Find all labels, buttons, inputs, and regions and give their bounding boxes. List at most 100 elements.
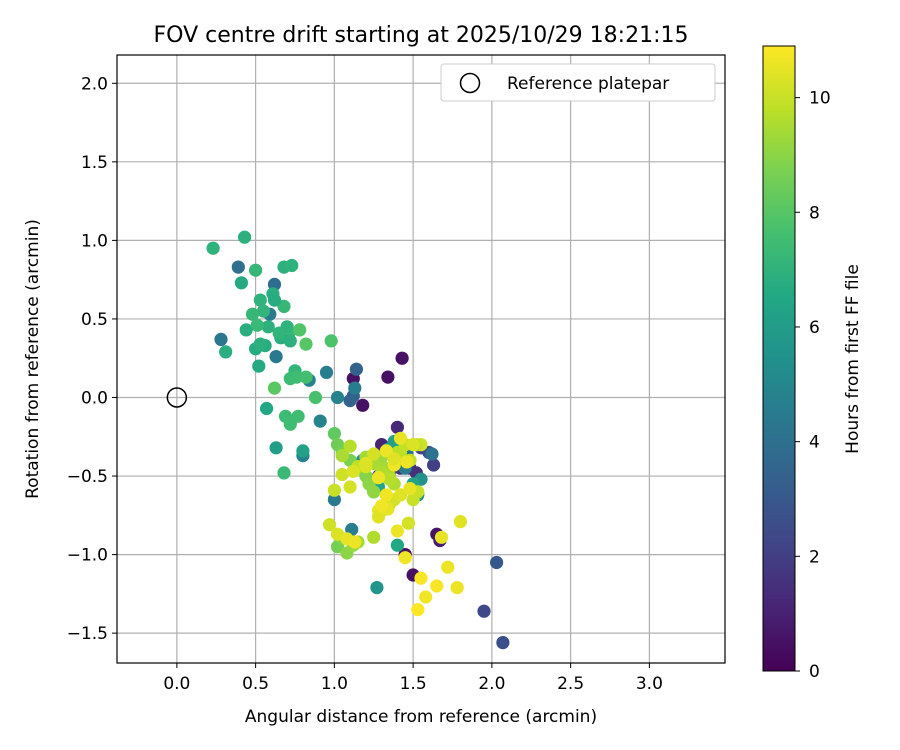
y-tick-label: 1.5 — [81, 153, 108, 173]
x-tick-label: 2.0 — [478, 674, 505, 694]
y-tick-label: 0.0 — [81, 388, 108, 408]
scatter-point — [393, 431, 408, 445]
scatter-point — [249, 263, 263, 277]
scatter-point — [406, 493, 420, 507]
scatter-point — [324, 334, 338, 348]
colorbar: 0 2 4 6 8 10 Hours from first FF file — [762, 45, 863, 682]
scatter-point — [256, 304, 271, 318]
scatter-point — [367, 447, 381, 461]
scatter-point — [427, 458, 441, 472]
colorbar-tick-label: 4 — [809, 433, 820, 453]
scatter-point — [425, 447, 439, 461]
scatter-point — [379, 488, 393, 502]
y-tick-label: 2.0 — [81, 74, 108, 94]
scatter-point — [371, 471, 386, 485]
scatter-point — [252, 359, 266, 373]
scatter-point — [253, 337, 267, 351]
scatter-point — [419, 590, 433, 604]
scatter-point — [238, 230, 252, 244]
scatter-point — [359, 460, 373, 474]
scatter-point — [430, 579, 444, 593]
scatter-point — [490, 555, 504, 570]
x-tick-label: 1.0 — [321, 674, 348, 694]
y-axis-label: Rotation from reference (arcmin) — [23, 219, 43, 499]
scatter-point — [269, 441, 283, 455]
scatter-point — [406, 438, 420, 452]
colorbar-gradient — [763, 46, 795, 671]
colorbar-ticks: 0 2 4 6 8 10 — [795, 89, 831, 682]
scatter-point — [261, 320, 275, 334]
scatter-point — [398, 551, 412, 565]
scatter-point — [348, 535, 362, 549]
scatter-point — [411, 603, 425, 617]
scatter-point — [414, 571, 428, 585]
scatter-point — [234, 276, 248, 290]
scatter-point — [343, 480, 357, 494]
chart-title: FOV centre drift starting at 2025/10/29 … — [154, 23, 689, 48]
data-points — [166, 230, 510, 650]
y-tick-label: −0.5 — [67, 467, 108, 487]
scatter-point — [239, 323, 253, 337]
legend-box — [440, 63, 716, 102]
scatter-point — [327, 427, 341, 441]
colorbar-tick-label: 0 — [809, 662, 820, 682]
scatter-point — [441, 560, 455, 574]
scatter-point — [267, 381, 282, 395]
scatter-point — [250, 318, 264, 332]
reference-platepar-marker — [166, 387, 188, 408]
scatter-point — [260, 401, 274, 416]
legend-marker — [459, 72, 481, 94]
scatter-point — [370, 581, 384, 595]
scatter-point — [299, 370, 313, 384]
scatter-point — [283, 417, 297, 431]
scatter-point — [323, 518, 337, 532]
y-tick-label: −1.5 — [67, 624, 108, 644]
scatter-point — [434, 530, 449, 544]
scatter-point — [290, 370, 304, 384]
grid-lines — [117, 55, 725, 663]
scatter-point — [308, 390, 323, 405]
colorbar-tick-label: 2 — [809, 547, 820, 567]
scatter-point — [390, 420, 404, 434]
scatter-point — [453, 515, 467, 529]
scatter-point — [269, 350, 283, 364]
scatter-point — [349, 362, 363, 376]
scatter-point — [299, 337, 313, 351]
scatter-point — [245, 307, 260, 321]
scatter-point — [335, 449, 349, 463]
scatter-point — [327, 493, 341, 507]
legend: Reference platepar — [440, 63, 716, 102]
scatter-point — [403, 482, 417, 496]
scatter-point — [272, 326, 286, 340]
scatter-point — [335, 467, 349, 482]
scatter-point — [214, 332, 228, 346]
scatter-point — [343, 394, 357, 408]
scatter-point — [496, 636, 510, 650]
scatter-point — [313, 414, 327, 428]
scatter-point — [285, 258, 299, 273]
scatter-point — [371, 510, 386, 524]
colorbar-frame — [762, 45, 796, 672]
scatter-point — [253, 293, 267, 307]
x-axis: 0.0 0.5 1.0 1.5 2.0 2.5 3.0 — [163, 663, 663, 694]
scatter-point — [327, 483, 341, 497]
colorbar-tick-label: 8 — [809, 203, 820, 223]
y-tick-label: −1.0 — [67, 546, 108, 566]
scatter-point — [367, 485, 381, 499]
y-tick-label: 0.5 — [81, 310, 108, 330]
scatter-point — [296, 444, 310, 458]
scatter-point — [382, 472, 397, 486]
colorbar-tick-label: 10 — [809, 89, 831, 109]
colorbar-label: Hours from first FF file — [843, 264, 863, 454]
scatter-point — [390, 524, 404, 538]
scatter-point — [277, 299, 291, 313]
legend-label: Reference platepar — [507, 74, 669, 94]
scatter-point — [267, 293, 282, 307]
scatter-point — [393, 488, 408, 502]
scatter-point — [283, 334, 297, 348]
x-axis-label: Angular distance from reference (arcmin) — [245, 707, 597, 727]
scatter-point — [477, 604, 491, 618]
scatter-point — [348, 381, 362, 395]
scatter-point — [330, 390, 345, 405]
